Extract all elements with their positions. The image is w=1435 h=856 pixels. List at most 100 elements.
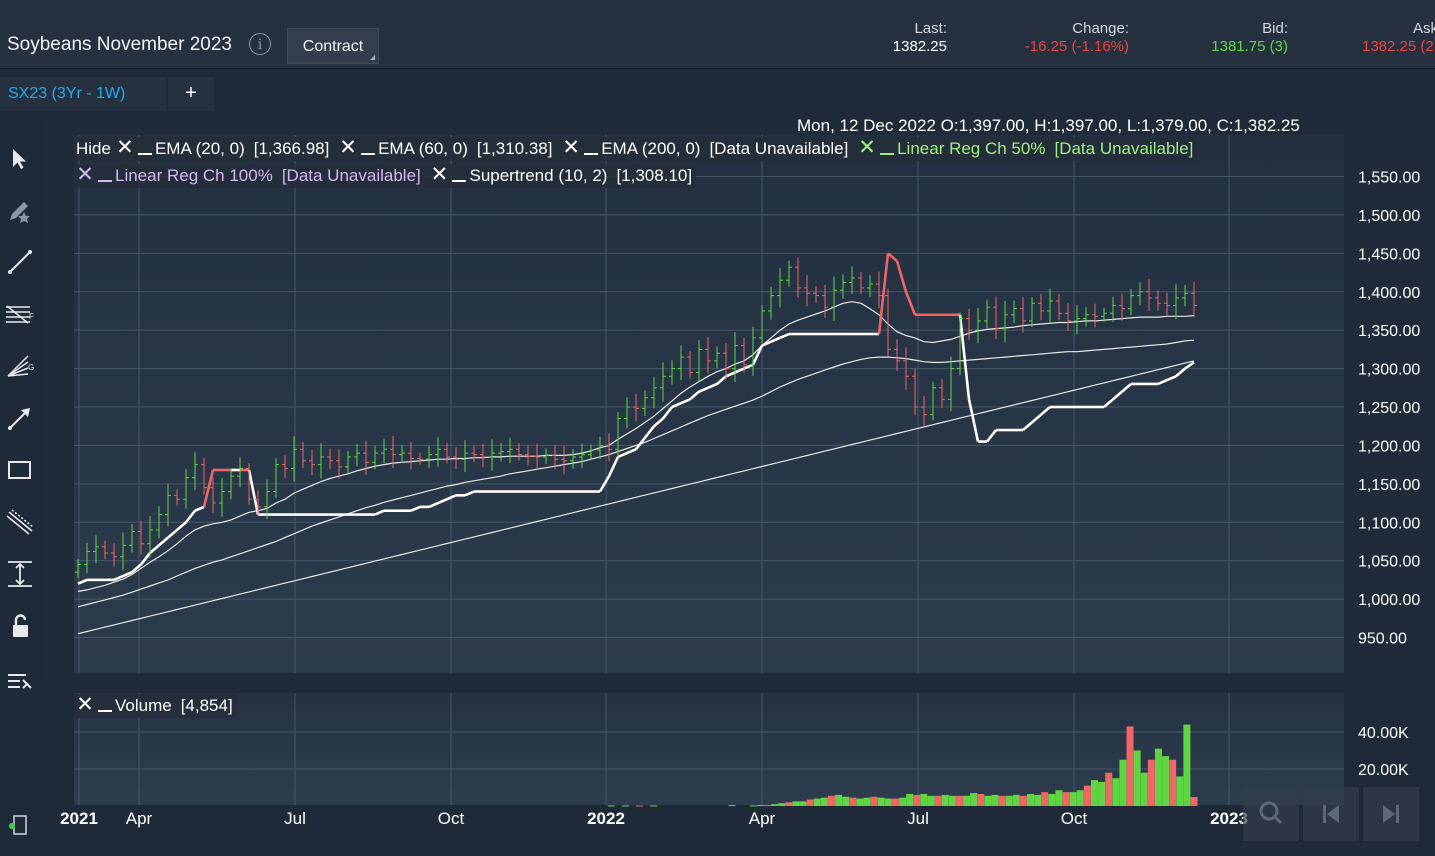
- ohlc-bar: [129, 524, 135, 553]
- supertrend-segment: [1031, 413, 1042, 424]
- supertrend-style-icon[interactable]: [452, 164, 467, 186]
- ohlc-bar: [1110, 296, 1116, 323]
- supertrend-segment: [1184, 361, 1195, 370]
- scroll-to-end-button[interactable]: [1363, 787, 1419, 841]
- measure-icon[interactable]: [4, 558, 36, 590]
- volume-bar: [1119, 759, 1127, 806]
- price-plot-area: [74, 135, 1344, 673]
- hide-toggle[interactable]: Hide: [76, 139, 111, 158]
- cursor-icon[interactable]: [4, 142, 36, 174]
- gann-fan-icon[interactable]: G: [4, 350, 36, 382]
- status-plug-icon[interactable]: [6, 812, 30, 843]
- volume-bar: [756, 805, 764, 807]
- parallel-channel-icon[interactable]: [4, 506, 36, 538]
- ohlc-bar: [381, 439, 387, 464]
- ohlc-bar: [462, 440, 468, 473]
- time-tick-label: Apr: [126, 809, 153, 828]
- supertrend-segment: [707, 382, 718, 389]
- ohlc-bar: [165, 483, 171, 527]
- ohlc-bar: [372, 446, 378, 470]
- ohlc-bar: [804, 275, 810, 307]
- ohlc-bar: [957, 312, 963, 376]
- ohlc-bar: [705, 336, 711, 374]
- volume-bar: [1147, 759, 1155, 806]
- volume-style-icon[interactable]: [98, 694, 112, 716]
- ema20-label: EMA (20, 0): [154, 139, 245, 158]
- ohlc-bar: [930, 382, 936, 421]
- ohlc-bar: [1155, 290, 1161, 311]
- ohlc-bar: [876, 271, 882, 309]
- ema60-style-icon[interactable]: [361, 137, 376, 159]
- ohlc-bar: [597, 436, 603, 459]
- ohlc-bar: [723, 343, 729, 379]
- last-label: Last:: [914, 20, 947, 37]
- indicator-list-icon[interactable]: [4, 666, 36, 698]
- ohlc-bar: [651, 377, 657, 409]
- price-tick-label: 1,100.00: [1358, 515, 1420, 532]
- ema20-style-icon[interactable]: [137, 137, 152, 159]
- arrow-line-icon[interactable]: [4, 402, 36, 434]
- skip-forward-icon: [1383, 805, 1399, 823]
- lock-icon[interactable]: [4, 610, 36, 642]
- ohlc-bar: [516, 443, 522, 461]
- rectangle-icon[interactable]: [4, 454, 36, 486]
- fibonacci-icon[interactable]: F: [4, 298, 36, 330]
- ohlc-bar: [678, 345, 684, 381]
- ohlc-bar: [1029, 297, 1035, 327]
- remove-volume-icon[interactable]: ✕: [76, 693, 94, 716]
- ohlc-bar: [363, 440, 369, 475]
- price-tick-label: 1,050.00: [1358, 554, 1420, 571]
- linreg100-value: [Data Unavailable]: [281, 166, 421, 185]
- linreg100-style-icon[interactable]: [98, 164, 112, 186]
- price-tick-label: 1,150.00: [1358, 477, 1420, 494]
- supertrend-segment: [464, 490, 475, 497]
- ask-value: 1382.25 (2: [1362, 38, 1434, 55]
- ohlc-bar: [192, 452, 198, 491]
- supertrend-segment: [716, 375, 727, 385]
- bid-value: 1381.75 (3): [1211, 38, 1288, 55]
- linreg50-label: Linear Reg Ch 50%: [897, 139, 1046, 158]
- remove-supertrend-icon[interactable]: ✕: [430, 163, 449, 186]
- volume-bar: [877, 797, 885, 806]
- scroll-to-start-button[interactable]: [1303, 787, 1359, 841]
- ohlc-bar: [939, 379, 945, 409]
- volume-bar: [621, 805, 629, 807]
- volume-bar: [1019, 795, 1027, 806]
- ohlc-bar: [507, 437, 513, 464]
- volume-bar: [948, 795, 956, 806]
- add-tab-button[interactable]: +: [168, 77, 214, 111]
- zoom-search-button[interactable]: [1243, 787, 1299, 841]
- pencil-icon[interactable]: [4, 194, 36, 226]
- time-tick-label: 2023: [1210, 809, 1248, 828]
- ohlc-bar: [327, 448, 333, 470]
- trend-line-icon[interactable]: [4, 246, 36, 278]
- volume-bar: [842, 796, 850, 806]
- info-icon[interactable]: i: [249, 33, 271, 55]
- ohlc-bar: [1047, 288, 1053, 324]
- remove-ema200-icon[interactable]: ✕: [562, 136, 581, 159]
- remove-linreg50-icon[interactable]: ✕: [858, 136, 876, 159]
- change-value: -16.25 (-1.16%): [1024, 38, 1129, 55]
- linreg50-value: [Data Unavailable]: [1054, 139, 1194, 158]
- volume-bar: [856, 798, 864, 806]
- svg-text:F: F: [29, 312, 34, 321]
- contract-button[interactable]: Contract: [287, 28, 379, 64]
- remove-linreg100-icon[interactable]: ✕: [76, 163, 94, 186]
- last-quote: Last: 1382.25: [893, 20, 947, 55]
- ema-long-line: [77, 360, 1195, 635]
- svg-text:G: G: [28, 363, 34, 372]
- tab-sx23[interactable]: SX23 (3Yr - 1W): [0, 77, 166, 111]
- linreg50-style-icon[interactable]: [880, 137, 895, 159]
- volume-tick-label: 40.00K: [1358, 725, 1409, 742]
- remove-ema20-icon[interactable]: ✕: [116, 136, 134, 159]
- ema200-style-icon[interactable]: [584, 137, 599, 159]
- ohlc-bar: [309, 450, 315, 476]
- remove-ema60-icon[interactable]: ✕: [339, 136, 357, 159]
- ohlc-bar: [183, 468, 189, 509]
- volume-bar: [1183, 724, 1191, 806]
- volume-bar: [927, 795, 935, 806]
- volume-bar: [764, 805, 772, 807]
- change-quote: Change: -16.25 (-1.16%): [1025, 20, 1129, 55]
- volume-label: Volume: [115, 696, 172, 715]
